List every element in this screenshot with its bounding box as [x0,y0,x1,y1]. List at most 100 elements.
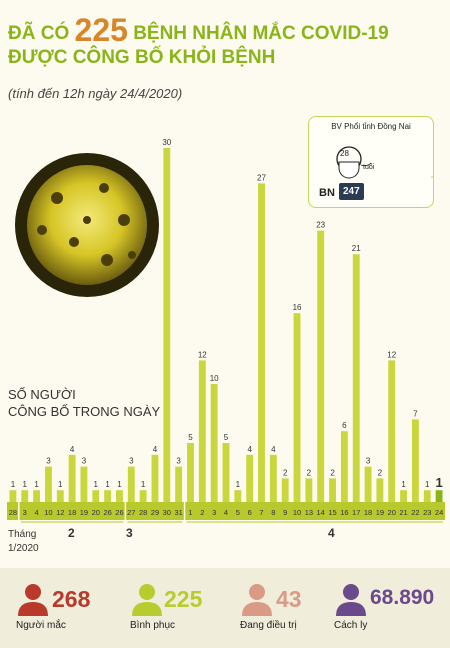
bar [198,360,206,502]
title-suffix: BỆNH NHÂN MẮC COVID-19 [133,23,389,44]
x-tick-label: 27 [127,508,135,517]
month-caption: Tháng 1/2020 [8,528,39,556]
bar [21,490,29,502]
bar-value-label: 5 [224,433,229,442]
bar [411,419,419,502]
x-tick-label: 10 [293,508,301,517]
bar [305,478,313,502]
x-tick-label: 31 [174,508,182,517]
bar [92,490,100,502]
bar [329,478,336,502]
patient-age: 28 [340,149,349,158]
bar-value-label: 7 [413,409,418,418]
x-tick-label: 15 [328,508,336,517]
daily-label: SỐ NGƯỜI CÔNG BỐ TRONG NGÀY [8,386,160,420]
bar-value-label: 6 [342,421,347,430]
bar [400,490,408,502]
x-tick-label: 23 [423,508,431,517]
bar-value-label: 16 [293,303,302,312]
x-tick-label: 19 [80,508,88,517]
hospital-name: BV Phổi tỉnh Đồng Nai [331,122,411,131]
x-tick-label: 3 [23,508,27,517]
bar-value-label: 5 [188,433,193,442]
stat-recovered: 225 Bình phục [130,568,230,648]
bar-value-label: 12 [387,350,396,359]
stat-treating: 43 Đang điều trị [240,568,320,648]
bar [139,490,147,502]
bar [352,254,360,502]
bar [127,466,135,502]
bn-label: BN [319,187,335,199]
x-tick-label: 16 [340,508,348,517]
bar [364,466,372,502]
x-tick-label: 10 [44,508,52,517]
bar-value-label: 1 [117,480,122,489]
month-year: 1/2020 [8,543,39,554]
bar [376,478,384,502]
month-label-4: 4 [328,526,335,540]
bar [44,466,52,502]
bar [246,454,254,502]
stat-quarantine-value: 68.890 [370,586,435,609]
page-title: ĐÃ CÓ 225 BỆNH NHÂN MẮC COVID-19 ĐƯỢC CÔ… [8,14,428,70]
bar [33,490,41,502]
bar [234,490,242,502]
stat-recovered-label: Bình phục [130,620,176,631]
x-tick-label: 3 [212,508,216,517]
bar-value-label: 4 [247,445,252,454]
x-tick-label: 18 [364,508,372,517]
bar [269,454,277,502]
x-tick-label: 2 [200,508,204,517]
bar [222,443,230,502]
x-tick-label: 12 [56,508,64,517]
stat-cases-label: Người mắc [16,620,66,631]
x-tick-label: 9 [283,508,287,517]
x-tick-label: 26 [115,508,123,517]
x-tick-label: 21 [399,508,407,517]
x-tick-label: 6 [248,508,252,517]
x-tick-label: 30 [163,508,171,517]
month-label-3: 3 [126,526,133,540]
bar [317,230,325,502]
month-label-2: 2 [68,526,75,540]
stat-quarantine: 68.890 Cách ly [334,568,448,648]
bar-value-label: 3 [46,457,51,466]
title-prefix: ĐÃ CÓ [8,23,70,44]
x-tick-label: 4 [224,508,228,517]
stat-treating-value: 43 [276,586,302,612]
bar [163,148,171,502]
bar-value-label: 2 [330,468,335,477]
stats-bar: 268 Người mắc 225 Bình phục 43 Đang điều… [0,568,450,648]
bar [9,490,17,502]
bar-value-label: 23 [316,221,325,230]
bar [187,443,194,502]
x-tick-label: 26 [103,508,111,517]
bar [388,360,396,502]
bar [340,431,348,502]
bar [293,313,301,502]
bar-value-label: 3 [176,457,181,466]
bar-value-label: 2 [378,468,383,477]
bar [68,454,76,502]
person-icon [18,584,48,616]
bar [175,466,183,502]
x-tick-label: 24 [435,508,443,517]
person-icon [132,584,162,616]
stat-treating-label: Đang điều trị [240,620,297,631]
bn-number: 247 [339,183,364,200]
daily-label-line2: CÔNG BỐ TRONG NGÀY [8,404,161,419]
x-tick-label: 19 [376,508,384,517]
stat-cases: 268 Người mắc [16,568,121,648]
x-tick-label: 28 [139,508,147,517]
bar-chart: 1281314310112418319120126126327128429303… [7,138,445,523]
daily-label-line1: SỐ NGƯỜI [8,387,76,402]
bar-value-label: 4 [153,445,158,454]
virus-illustration [15,153,159,297]
bar-value-label: 4 [271,445,276,454]
bar-value-label: 2 [307,468,312,477]
bar [116,490,123,502]
bar-value-label: 10 [210,374,219,383]
person-icon [336,584,366,616]
bar [258,183,265,502]
title-line2: ĐƯỢC CÔNG BỐ KHỎI BỆNH [8,47,276,68]
